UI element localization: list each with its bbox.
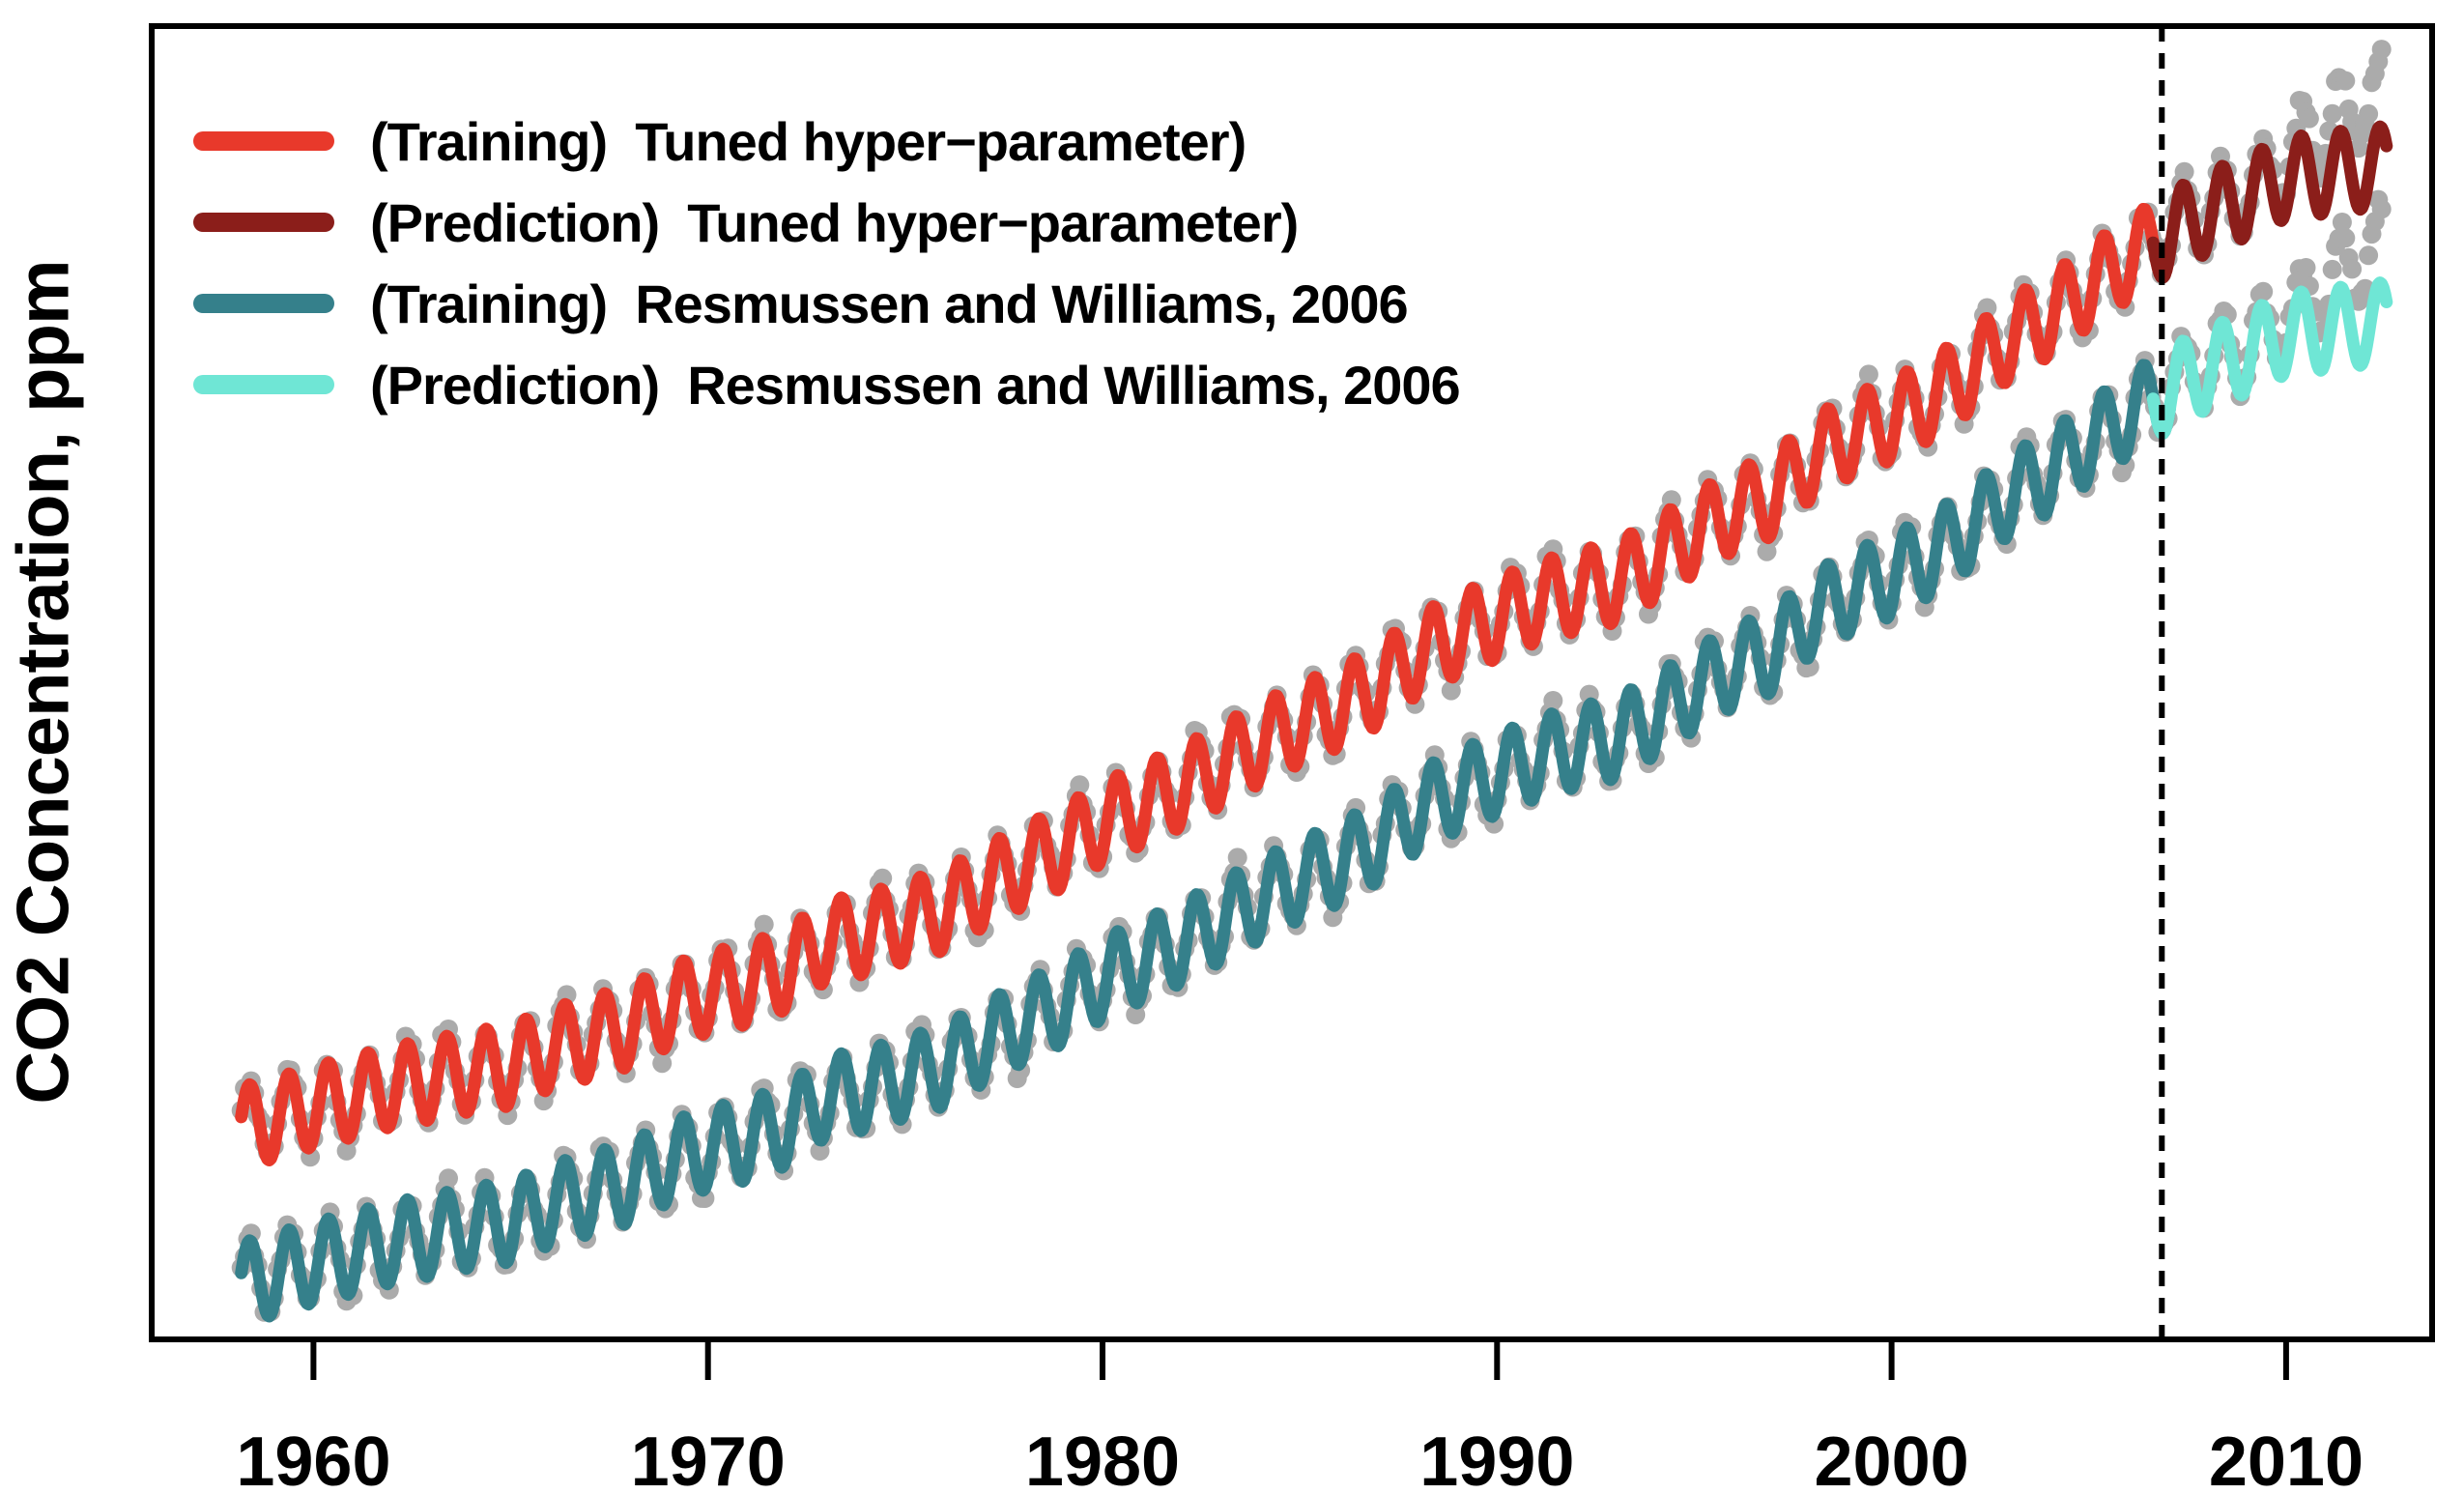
observed-co2-dot [2174,161,2194,182]
legend-row: (Prediction) Tuned hyper−parameter) [193,182,1460,263]
observed-co2-dot [652,1053,673,1074]
legend-line-training-rasmussen-icon [193,294,334,313]
observed-co2-dot [2335,71,2356,91]
x-tick-label: 1970 [631,1423,786,1494]
y-axis-label: CO2 Concentration, ppm [2,260,85,1105]
legend-line-prediction-tuned-icon [193,213,334,232]
legend-row: (Training) Tuned hyper−parameter) [193,101,1460,182]
observed-co2-dot [873,868,893,888]
observed-co2-dot [1070,775,1090,795]
legend-line-training-tuned-icon [193,131,334,151]
observed-co2-dot [2253,281,2274,302]
legend-label: (Prediction) Resmussen and Williams, 200… [370,354,1461,416]
observed-co2-dot [2342,259,2363,279]
observed-co2-dot [2371,40,2392,60]
training-curve-rasmussen [235,359,2176,1323]
observed-co2-dot [1977,298,1997,318]
x-tick-label: 2010 [2209,1423,2364,1494]
x-tick-label: 1980 [1025,1423,1180,1494]
legend-line-prediction-rasmussen-icon [193,375,334,394]
legend-label: (Prediction) Tuned hyper−parameter) [370,191,1299,253]
observed-co2-dot [439,1168,458,1189]
legend-label: (Training) Resmussen and Williams, 2006 [370,273,1409,334]
prediction-curve-tuned [2146,120,2393,284]
legend: (Training) Tuned hyper−parameter) (Predi… [193,101,1461,425]
observed-co2-dot [2332,213,2352,232]
prediction-curve-rasmussen [2146,276,2393,440]
legend-row: (Prediction) Resmussen and Williams, 200… [193,344,1461,425]
x-tick-label: 2000 [1815,1423,1969,1494]
observed-co2-dot [1543,691,1563,710]
observed-co2-dot [2359,103,2379,124]
training-curve-tuned [235,203,2176,1166]
plot-border [149,23,2435,1342]
observed-co2-dot [2299,108,2319,129]
legend-row: (Training) Resmussen and Williams, 2006 [193,263,1460,344]
observed-co2-dot [2322,259,2342,279]
x-tick-label: 1960 [236,1423,390,1494]
observed-co2-dot [2322,103,2342,124]
observed-co2-dot [2371,199,2392,219]
observed-co2-dot [754,914,774,934]
legend-label: (Training) Tuned hyper−parameter) [370,110,1246,172]
observed-co2-dot [2296,258,2316,277]
observed-co2-dot [1227,848,1247,868]
observed-co2-dot [2335,228,2356,248]
observed-co2-dot [1858,364,1878,385]
x-tick-label: 1990 [1419,1423,1574,1494]
observed-co2-dot [2359,245,2379,266]
